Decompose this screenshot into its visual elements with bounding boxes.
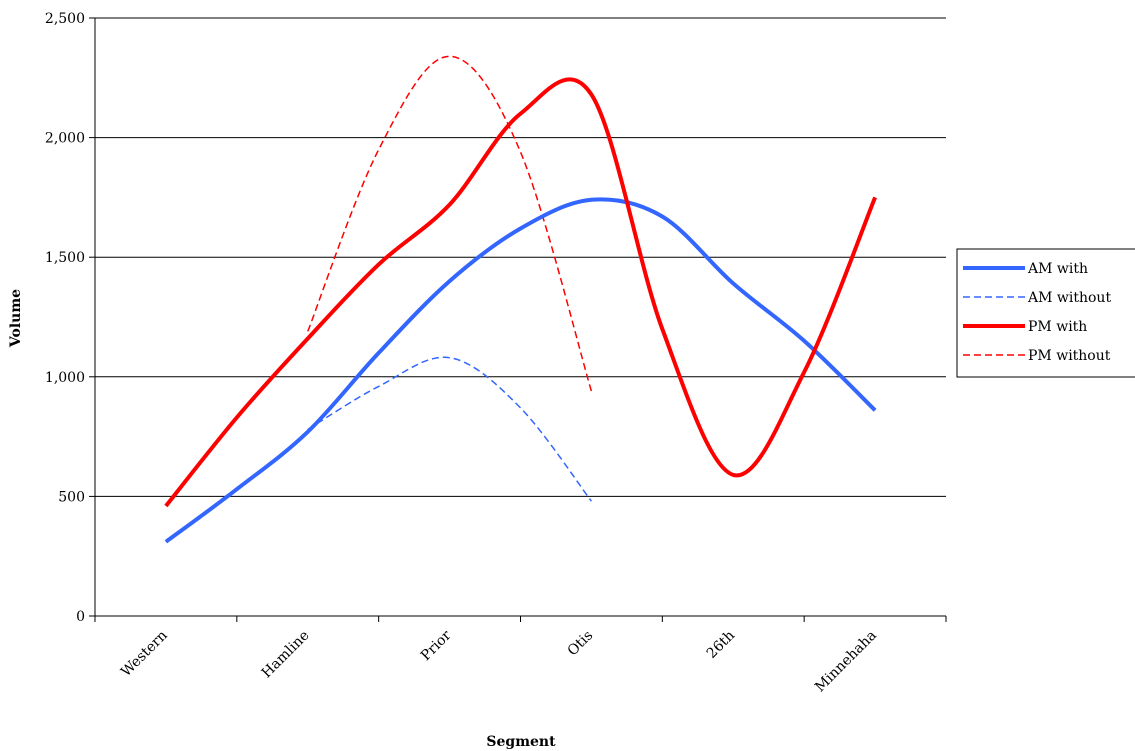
y-tick-label: 1,500 <box>45 250 85 266</box>
series-line-pm-with <box>164 77 877 508</box>
y-tick-labels: 0 500 1,000 1,500 2,000 2,500 <box>45 11 85 625</box>
axes <box>89 17 947 622</box>
y-tick-label: 500 <box>58 489 85 505</box>
y-tick-label: 0 <box>76 609 85 625</box>
series-line-am-without <box>307 356 592 502</box>
y-axis-title: Volume <box>8 289 24 348</box>
legend-label-pm-without: PM without <box>1028 348 1111 364</box>
x-axis-title: Segment <box>486 734 556 750</box>
gridlines <box>95 17 946 497</box>
y-tick-label: 2,000 <box>45 131 85 147</box>
legend-label-pm-with: PM with <box>1028 319 1087 335</box>
y-tick-label: 2,500 <box>45 11 85 27</box>
series-lines <box>164 55 877 544</box>
y-tick-label: 1,000 <box>45 370 85 386</box>
legend-label-am-without: AM without <box>1027 290 1111 306</box>
legend-label-am-with: AM with <box>1027 261 1088 277</box>
series-line-am-with <box>164 197 877 544</box>
legend: AM with AM without PM with PM without <box>956 248 1135 378</box>
